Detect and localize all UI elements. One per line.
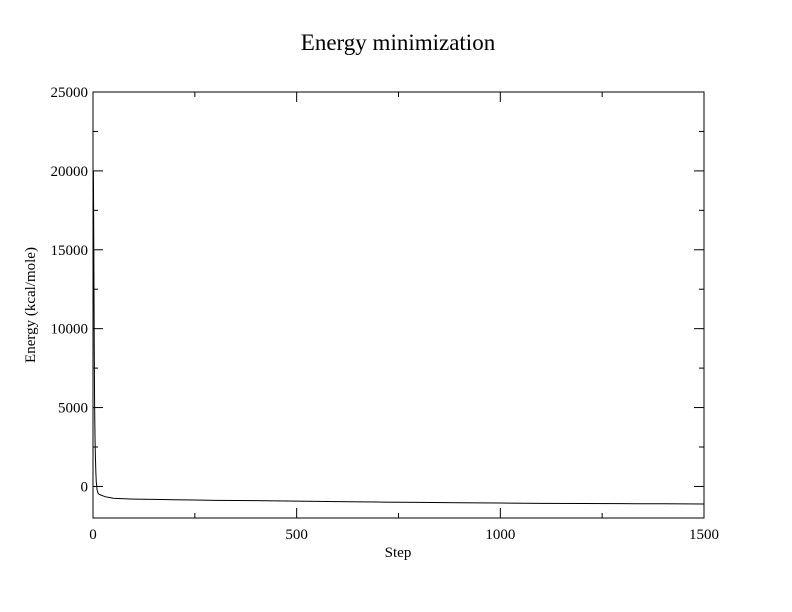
y-axis-label: Energy (kcal/mole) xyxy=(23,247,39,363)
y-tick-label: 0 xyxy=(81,479,89,495)
y-tick-label: 25000 xyxy=(51,85,89,101)
y-tick-label: 15000 xyxy=(51,243,89,259)
energy-series-line xyxy=(92,170,705,505)
plot-frame xyxy=(92,91,705,519)
x-tick-label: 0 xyxy=(89,527,97,543)
x-tick-label: 1000 xyxy=(485,527,515,543)
x-tick-label: 500 xyxy=(285,527,308,543)
chart-title: Energy minimization xyxy=(301,30,496,55)
x-axis-label: Step xyxy=(385,545,412,561)
x-tick-label: 1500 xyxy=(689,527,719,543)
axis-ticks xyxy=(92,91,705,518)
y-tick-label: 20000 xyxy=(51,164,89,180)
y-tick-label: 10000 xyxy=(51,322,89,338)
y-tick-label: 5000 xyxy=(58,401,88,417)
